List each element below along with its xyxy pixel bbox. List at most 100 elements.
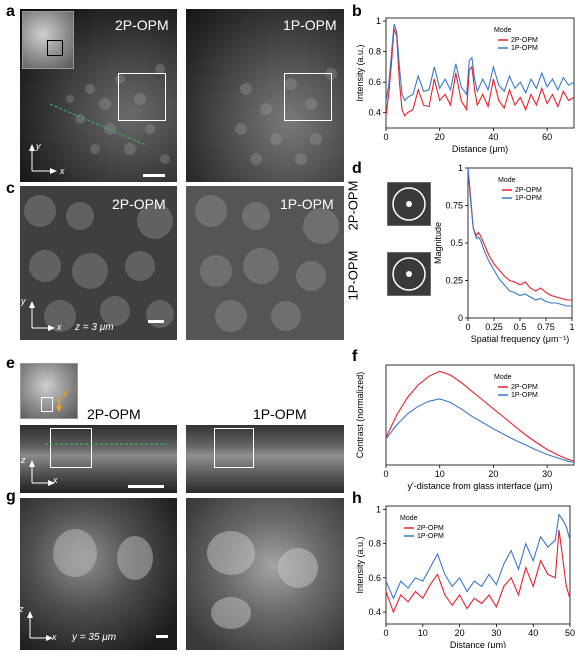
legend-entry-f-0: 2P-OPM <box>511 384 538 391</box>
y-axis-label-h: Intensity (a.u.) <box>355 536 365 593</box>
cell-texture-g-1p <box>207 531 318 629</box>
x-tick-label-b: 20 <box>435 132 445 142</box>
micrograph-g-1p <box>186 498 344 650</box>
axes-glyph-c <box>29 301 55 331</box>
legend-title-h: Mode <box>400 515 418 522</box>
x-tick-label-f: 10 <box>435 469 445 479</box>
plot-frame-b <box>385 17 575 129</box>
x-tick-label-h: 50 <box>565 628 575 638</box>
axis-label-y-a: y <box>36 141 41 151</box>
y-tick-label-b: 0.6 <box>368 77 381 87</box>
legend-entry-b-0: 2P-OPM <box>511 37 538 44</box>
yprime-label: y' <box>63 388 70 398</box>
panel-letter-h: h <box>352 490 362 507</box>
y-tick-label-d: 1 <box>458 163 463 173</box>
legend-title-f: Mode <box>494 374 512 381</box>
x-tick-label-d: 1 <box>569 322 574 332</box>
legend-entry-f-1: 1P-OPM <box>511 392 538 399</box>
x-axis-label-d: Spatial frequency (μm⁻¹) <box>471 334 569 344</box>
x-tick-label-b: 0 <box>383 132 388 142</box>
micrograph-c-2p: 2P-OPM y x z = 3 μm <box>20 186 177 340</box>
panel-letter-a: a <box>6 3 15 20</box>
series-line-b-0 <box>385 28 575 117</box>
x-tick-label-d: 0.75 <box>537 322 555 332</box>
roi-box-e-1p <box>214 428 254 468</box>
legend-entry-h-0: 2P-OPM <box>417 525 444 532</box>
y-tick-label-h: 0.6 <box>368 573 381 583</box>
axis-label-y-c: y <box>21 296 26 306</box>
scalebar-e <box>128 485 164 488</box>
axis-label-z-e: z <box>21 455 26 465</box>
fft-image-2p <box>387 182 431 226</box>
panel-letter-c: c <box>6 180 15 197</box>
cell-texture-c-1p <box>195 195 339 332</box>
x-tick-label-f: 0 <box>383 469 388 479</box>
legend-title-b: Mode <box>494 27 512 34</box>
panel-letter-e: e <box>6 355 15 372</box>
chart-h: 0 10 20 30 40 50 0.4 0.6 0.8 1 Distance (μm) Intens… <box>355 504 575 648</box>
cell-texture-a-2p <box>66 64 170 164</box>
y-tick-label-d: 0.75 <box>445 201 463 211</box>
x-tick-label-h: 10 <box>418 628 428 638</box>
x-tick-label-b: 40 <box>488 132 498 142</box>
scalebar-c <box>148 320 164 323</box>
axis-label-x-a: x <box>60 166 65 176</box>
micrograph-e-1p <box>186 425 344 493</box>
axes-glyph-g <box>27 611 53 641</box>
depth-label-g: y = 35 μm <box>72 632 117 643</box>
series-line-f-1 <box>385 398 575 464</box>
label-d-2p-wrap: 2P-OPM <box>345 176 368 240</box>
micrograph-a-1p: 1P-OPM <box>186 9 344 182</box>
micrograph-a-2p: 2P-OPM y x <box>20 9 177 182</box>
x-tick-label-h: 0 <box>383 628 388 638</box>
x-tick-label-d: 0.25 <box>485 322 503 332</box>
panel-letter-f: f <box>352 348 358 365</box>
y-tick-label-b: 0.8 <box>368 47 381 57</box>
legend-entry-d-1: 1P-OPM <box>515 195 542 202</box>
y-tick-label-h: 1 <box>376 504 381 514</box>
inset-overview-e: y' <box>20 363 78 419</box>
chart-b: 0 20 40 60 0.4 0.6 0.8 1 Distance (μm) Intensity … <box>355 16 575 154</box>
label-c-2p: 2P-OPM <box>112 196 166 212</box>
y-tick-label-h: 0.4 <box>368 607 381 617</box>
line-profile-e <box>45 443 167 445</box>
panel-letter-d: d <box>352 160 362 177</box>
axis-label-x-g: x <box>52 632 57 642</box>
label-e-2p: 2P-OPM <box>87 406 141 422</box>
panel-letter-b: b <box>352 3 362 20</box>
axis-label-z-g: z <box>20 604 24 614</box>
y-tick-label-d: 0.25 <box>445 276 463 286</box>
plot-frame-f <box>385 364 575 466</box>
x-tick-label-h: 30 <box>491 628 501 638</box>
x-tick-label-f: 30 <box>542 469 552 479</box>
yprime-arrow-icon <box>56 396 62 412</box>
scalebar-a <box>143 174 165 177</box>
x-tick-label-h: 20 <box>455 628 465 638</box>
x-tick-label-b: 60 <box>542 132 552 142</box>
y-axis-label-b: Intensity (a.u.) <box>355 44 365 101</box>
label-c-1p: 1P-OPM <box>280 196 334 212</box>
inset-roi-box <box>47 40 63 56</box>
y-axis-label-d: Magnitude <box>433 222 443 264</box>
label-e-1p: 1P-OPM <box>253 406 307 422</box>
cell-texture-g-2p <box>53 529 153 580</box>
y-axis-label-f: Contrast (normalized) <box>355 372 365 459</box>
depth-label-c: z = 3 μm <box>75 322 114 333</box>
x-axis-label-h: Distance (μm) <box>450 640 506 648</box>
x-tick-label-f: 20 <box>488 469 498 479</box>
label-a-1p: 1P-OPM <box>283 17 337 33</box>
roi-box-e-2p <box>50 428 92 468</box>
roi-box-a-1p <box>284 73 332 121</box>
series-line-f-0 <box>385 370 575 462</box>
panel-letter-g: g <box>6 488 16 505</box>
cell-texture-c-2p <box>24 195 174 332</box>
x-axis-label-b: Distance (μm) <box>452 144 508 154</box>
axes-glyph-e <box>29 460 55 486</box>
micrograph-e-2p: z x <box>20 425 177 493</box>
inset-overview-a <box>22 11 74 69</box>
line-profile-a <box>50 103 147 146</box>
x-tick-label-d: 0.5 <box>514 322 527 332</box>
legend-entry-h-1: 1P-OPM <box>417 533 444 540</box>
legend-entry-b-1: 1P-OPM <box>511 45 538 52</box>
